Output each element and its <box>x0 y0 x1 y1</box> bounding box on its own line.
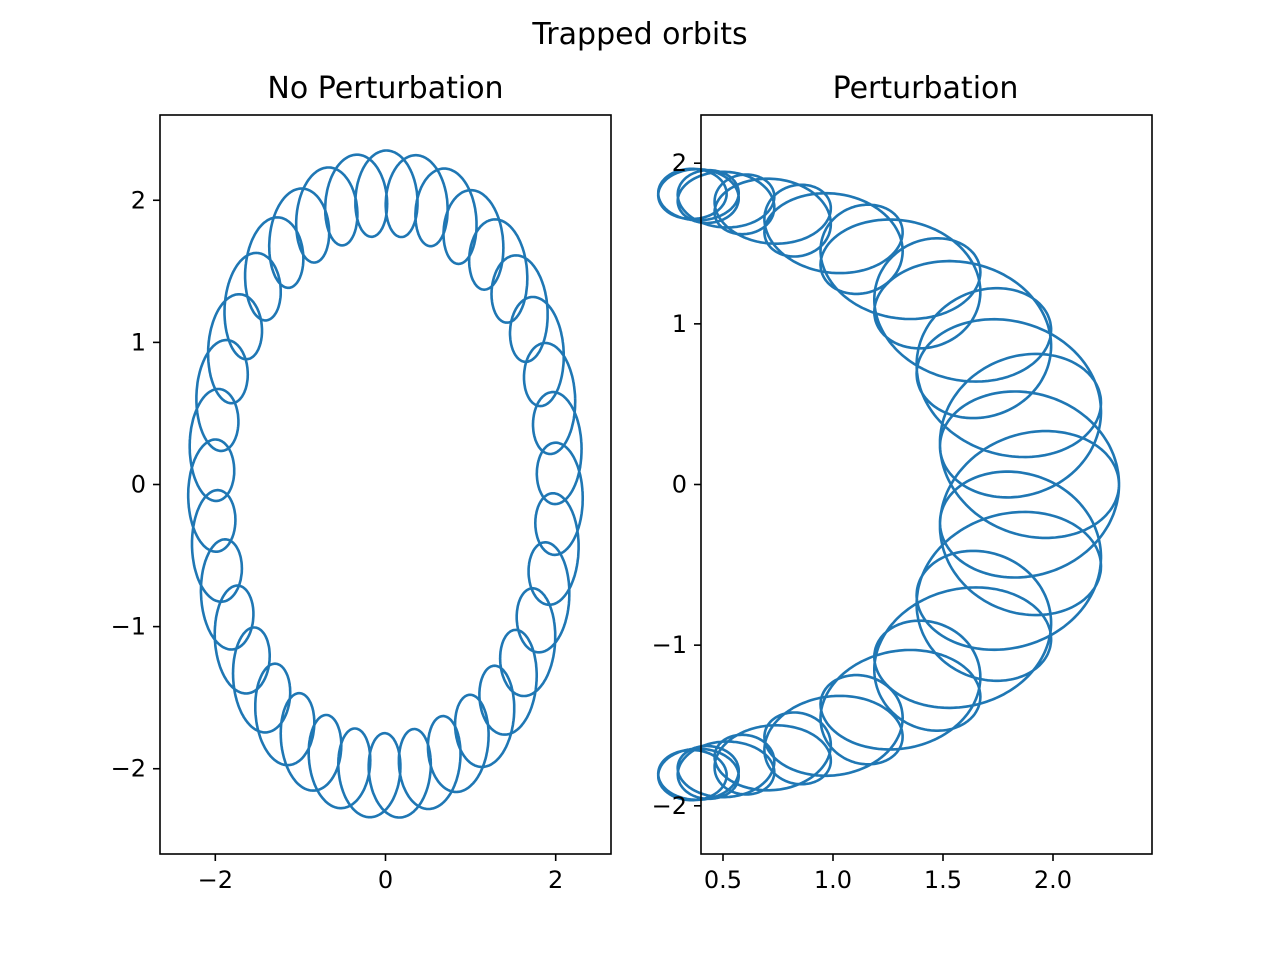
y-tick-label: 0 <box>672 471 687 499</box>
plot-area-perturbation <box>656 167 1121 802</box>
y-tick-label: −2 <box>111 755 146 783</box>
y-tick-label: −2 <box>652 792 687 820</box>
orbit-line <box>186 149 584 819</box>
panel-title-perturbation: Perturbation <box>833 71 1019 106</box>
panel-no-perturbation: No Perturbation −2 0 2 −2 −1 0 1 2 <box>111 71 612 894</box>
x-tick-label: 1.0 <box>814 866 852 894</box>
orbit-line <box>656 167 1121 802</box>
panel-title-no-perturbation: No Perturbation <box>267 71 503 106</box>
y-tick-label: 2 <box>131 186 146 214</box>
x-tick-label: −2 <box>198 866 233 894</box>
axes-frame-perturbation <box>700 114 1153 855</box>
axes-frame-no-perturbation <box>159 114 612 855</box>
y-tick-label: 2 <box>672 149 687 177</box>
x-tick-label: 0 <box>378 866 393 894</box>
y-axis-perturbation: −2 −1 0 1 2 <box>652 149 701 820</box>
x-tick-label: 2.0 <box>1034 866 1072 894</box>
x-axis-perturbation: 0.5 1.0 1.5 2.0 <box>704 854 1072 894</box>
y-tick-label: −1 <box>111 613 146 641</box>
x-tick-label: 1.5 <box>924 866 962 894</box>
y-tick-label: 1 <box>131 328 146 356</box>
x-axis-no-perturbation: −2 0 2 <box>198 854 563 894</box>
y-tick-label: 0 <box>131 471 146 499</box>
figure-title: Trapped orbits <box>531 17 747 52</box>
plot-area-no-perturbation <box>186 149 584 819</box>
panel-perturbation: Perturbation 0.5 1.0 1.5 2.0 −2 −1 0 1 2 <box>652 71 1153 894</box>
y-tick-label: −1 <box>652 631 687 659</box>
y-tick-label: 1 <box>672 310 687 338</box>
x-tick-label: 0.5 <box>704 866 742 894</box>
x-tick-label: 2 <box>548 866 563 894</box>
y-axis-no-perturbation: −2 −1 0 1 2 <box>111 186 160 783</box>
